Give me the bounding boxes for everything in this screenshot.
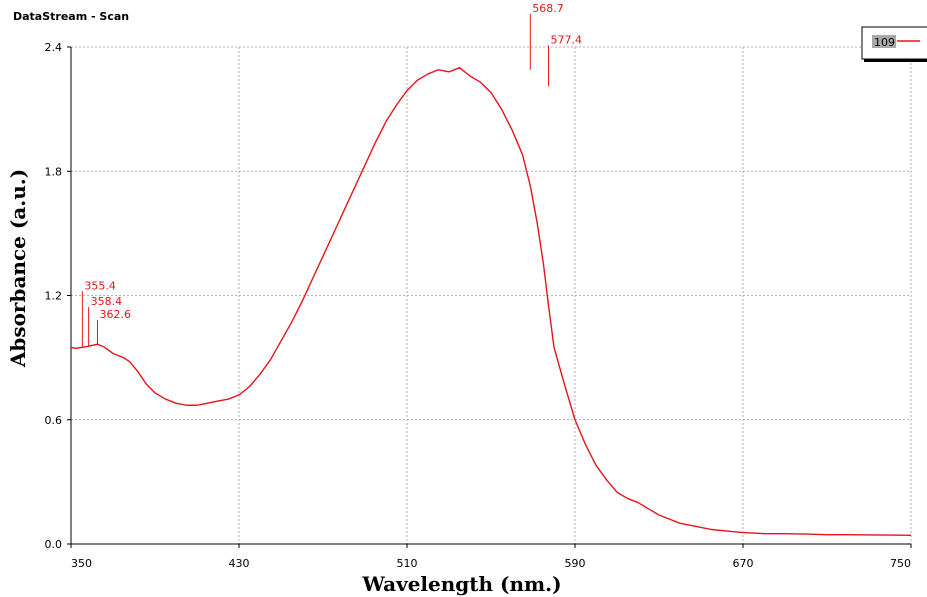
legend-label: 109 — [874, 36, 895, 49]
app-title: DataStream - Scan — [13, 10, 130, 23]
x-tick-label: 590 — [565, 557, 586, 570]
peak-label: 577.4 — [551, 33, 583, 46]
series-line-109 — [70, 67, 912, 536]
y-tick-label: 2.4 — [45, 41, 63, 54]
x-tick-label: 350 — [71, 557, 92, 570]
y-tick-label: 1.2 — [45, 290, 63, 303]
x-tick-label: 750 — [890, 557, 911, 570]
y-tick-label: 0.0 — [45, 538, 63, 551]
x-tick-labels: 350 430 510 590 670 750 — [70, 544, 912, 570]
x-tick-label: 510 — [397, 557, 418, 570]
y-tick-label: 1.8 — [45, 165, 63, 178]
grid-lines — [71, 46, 912, 544]
x-tick-label: 430 — [229, 557, 250, 570]
y-tick-labels: 0.0 0.6 1.2 1.8 2.4 — [45, 41, 71, 551]
legend: 109 — [861, 26, 927, 62]
legend-swatch — [872, 35, 896, 48]
peak-label: 362.6 — [99, 308, 130, 321]
series-layer — [70, 67, 912, 536]
y-tick-label: 0.6 — [45, 414, 63, 427]
peak-label: 358.4 — [91, 295, 123, 308]
x-axis-title: Wavelength (nm.) — [361, 572, 561, 596]
peak-label: 568.7 — [532, 2, 564, 15]
x-tick-label: 670 — [733, 557, 754, 570]
peak-label: 355.4 — [84, 279, 116, 292]
y-axis-title: Absorbance (a.u.) — [6, 169, 30, 368]
